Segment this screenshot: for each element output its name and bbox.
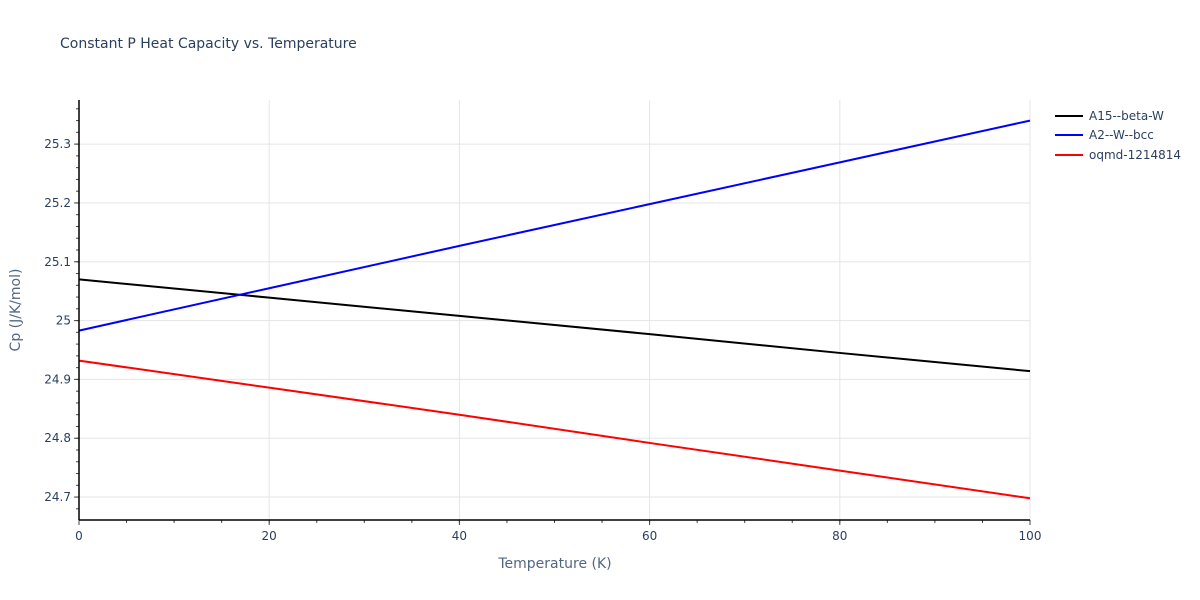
axes: 0 20 40 60 80 100 24.7 24.8 24.9 25 25.1 25.2 25.3 [44,100,1041,543]
legend-label: oqmd-1214814 [1089,147,1182,162]
x-tick-label: 20 [262,529,277,543]
x-tick-label: 0 [75,529,83,543]
legend-line-icon [1055,114,1083,117]
y-tick-label: 25.1 [44,255,71,269]
x-tick-label: 100 [1019,529,1042,543]
series-line-a15-beta-w[interactable] [78,278,1031,373]
chart-title: Constant P Heat Capacity vs. Temperature [60,36,357,52]
x-tick-label: 80 [832,529,847,543]
legend-item-oqmd-1214814[interactable]: oqmd-1214814 [1055,145,1181,165]
legend-line-icon [1055,134,1083,137]
x-tick-label: 40 [452,529,467,543]
y-tick-label: 24.9 [44,372,71,386]
y-tick-label: 25 [56,314,71,328]
legend: A15--beta-W A2--W--bcc oqmd-1214814 [1055,106,1181,165]
legend-item-a2-w-bcc[interactable]: A2--W--bcc [1055,126,1181,146]
series-line-oqmd-1214814[interactable] [78,359,1031,500]
legend-label: A2--W--bcc [1089,128,1154,143]
legend-label: A15--beta-W [1089,108,1164,123]
legend-line-icon [1055,153,1083,156]
x-axis-title: Temperature (K) [497,556,611,572]
y-tick-label: 24.8 [44,431,71,445]
x-tick-label: 60 [642,529,657,543]
data-series [78,119,1031,500]
y-tick-label: 25.2 [44,196,71,210]
legend-item-a15-beta-w[interactable]: A15--beta-W [1055,106,1181,126]
series-line-a2-w-bcc[interactable] [78,119,1031,332]
y-tick-label: 25.3 [44,137,71,151]
y-tick-label: 24.7 [44,490,71,504]
gridlines [79,100,1031,520]
y-axis-title: Cp (J/K/mol) [8,269,24,352]
